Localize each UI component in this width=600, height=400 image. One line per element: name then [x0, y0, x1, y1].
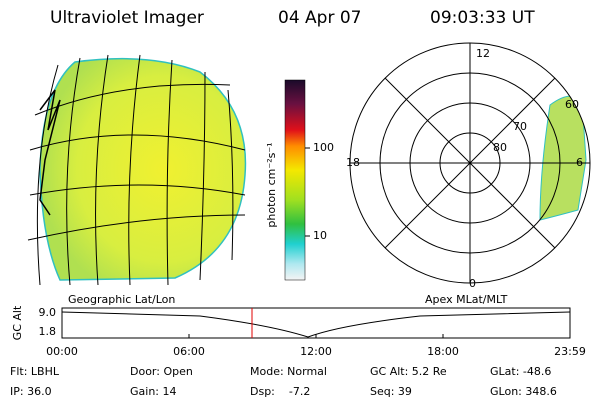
x-tick-label: 12:00 [300, 345, 332, 358]
status-field: Flt: LBHL [10, 365, 60, 378]
status-field: Door: Open [130, 365, 193, 378]
x-tick-label: 00:00 [46, 345, 78, 358]
time: 09:03:33 UT [430, 8, 535, 28]
mlt-label: 6 [576, 156, 583, 169]
plot-frame [61, 307, 571, 339]
mlat-label: 60 [565, 98, 579, 111]
altitude-curve [61, 311, 571, 338]
y-tick-label: 1.8 [39, 325, 57, 338]
mlt-label: 0 [469, 277, 476, 290]
x-tick-label: 23:59 [554, 345, 586, 358]
status-field: GC Alt: 5.2 Re [370, 365, 447, 378]
status-field: GLon: 348.6 [490, 385, 557, 398]
plot-title: Apex MLat/MLT [425, 293, 508, 306]
colorbar [284, 79, 306, 281]
mlt-label: 12 [476, 47, 490, 60]
status-field: Dsp: -7.2 [250, 385, 310, 398]
status-field: Mode: Normal [250, 365, 327, 378]
y-label: GC Alt [11, 305, 24, 340]
mlat-label: 80 [493, 141, 507, 154]
colorbar-label: photon cm⁻²s⁻¹ [265, 142, 278, 227]
polar-plot [349, 42, 591, 284]
plot-title: Geographic Lat/Lon [68, 293, 175, 306]
mlt-label: 18 [346, 156, 360, 169]
x-tick-label: 06:00 [173, 345, 205, 358]
colorbar-tick-label: 10 [313, 229, 327, 242]
colorbar-tick-label: 100 [313, 141, 334, 154]
date: 04 Apr 07 [278, 8, 361, 28]
x-tick-label: 18:00 [427, 345, 459, 358]
title: Ultraviolet Imager [50, 8, 204, 28]
mlat-label: 70 [513, 120, 527, 133]
uv-image [27, 54, 247, 286]
status-field: Gain: 14 [130, 385, 177, 398]
status-field: IP: 36.0 [10, 385, 52, 398]
status-field: Seq: 39 [370, 385, 412, 398]
y-tick-label: 9.0 [39, 306, 57, 319]
status-field: GLat: -48.6 [490, 365, 551, 378]
